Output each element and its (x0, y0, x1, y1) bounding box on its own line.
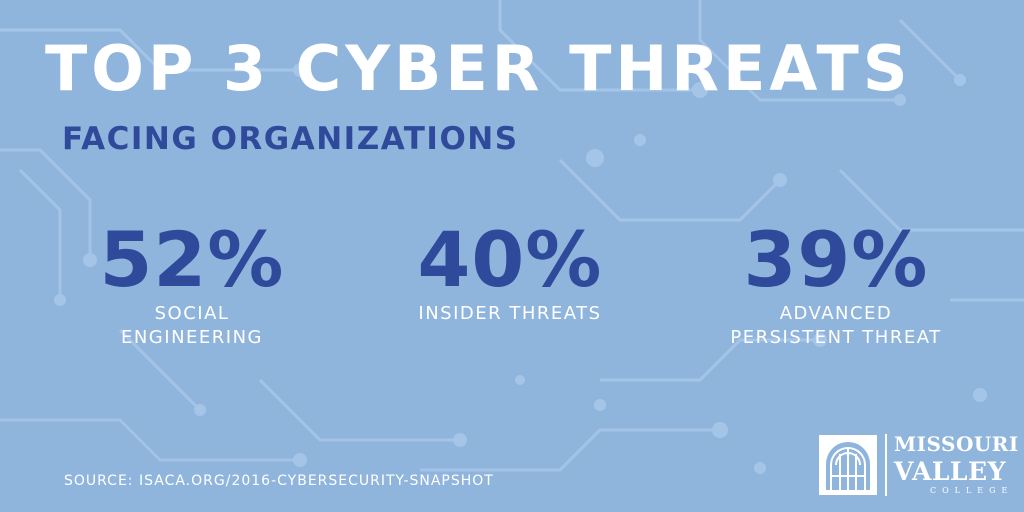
stat-insider-threats: 40% INSIDER THREATS (360, 222, 660, 326)
arched-window-icon (819, 435, 877, 495)
logo-text-college: COLLEGE (930, 486, 1014, 495)
stat-value: 52% (99, 215, 285, 304)
stat-social-engineering: 52% SOCIAL ENGINEERING (42, 222, 342, 350)
source-citation: SOURCE: ISACA.ORG/2016-CYBERSECURITY-SNA… (64, 473, 494, 489)
stat-advanced-persistent-threat: 39% ADVANCED PERSISTENT THREAT (686, 222, 986, 350)
stat-value: 40% (417, 215, 603, 304)
stat-label: SOCIAL ENGINEERING (120, 303, 264, 348)
page-subtitle: FACING ORGANIZATIONS (62, 121, 519, 157)
stat-value: 39% (743, 215, 929, 304)
stat-label: INSIDER THREATS (418, 303, 602, 324)
stat-label: ADVANCED PERSISTENT THREAT (730, 303, 942, 348)
logo-text-missouri: MISSOURI (894, 432, 1019, 456)
college-logo: MISSOURI VALLEY COLLEGE (818, 432, 1018, 500)
page-title: TOP 3 CYBER THREATS (45, 32, 912, 105)
logo-divider (885, 434, 887, 496)
logo-text-valley: VALLEY (894, 457, 1006, 486)
